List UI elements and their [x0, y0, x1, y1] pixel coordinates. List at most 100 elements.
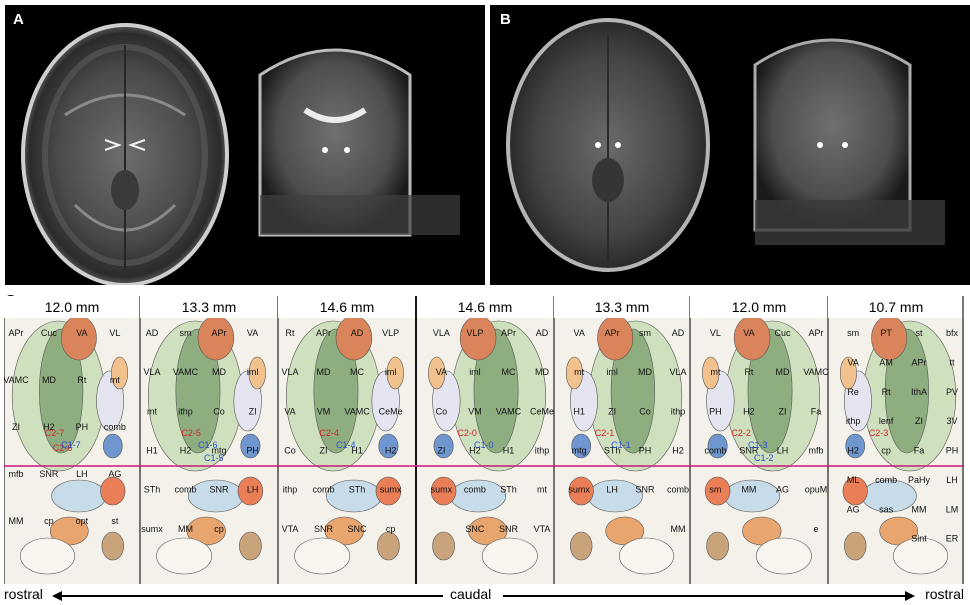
panel-label-b: B [500, 11, 511, 28]
region-cp [156, 537, 213, 575]
atlas-section-3: 14.6 mm Rt APr AD VLP VLA MD MC iml VA VM VAMC CeMe C… [277, 296, 416, 584]
region-label: Rt [286, 328, 295, 338]
contact-label-red: C2-4 [319, 428, 339, 438]
region-label: comb [667, 485, 689, 495]
region-label: VAMC [4, 375, 29, 385]
atlas-section-2: 13.3 mm AD sm APr VA VLA VAMC MD iml mt ithp Co ZI H1… [139, 296, 278, 584]
region-label: H2 [672, 446, 684, 456]
section-depth-label: 13.3 mm [595, 299, 649, 315]
contact-label-blue: C1-1 [611, 440, 631, 450]
region-label: Co [436, 406, 448, 416]
region-label: 3V [946, 416, 957, 426]
region-label: comb [175, 485, 197, 495]
region-label: VLA [433, 328, 450, 338]
region-label: st [916, 328, 924, 338]
region-label: sas [879, 504, 894, 514]
region-mm [570, 531, 593, 561]
contact-label-blue: C1-7 [61, 440, 81, 450]
region-label: Co [284, 446, 296, 456]
region-label: SNR [39, 469, 59, 479]
region-co [102, 433, 123, 459]
atlas-section-4: 14.6 mm AD APr VLP VLA MD MC iml VA CeMe VAMC VM Co i… [415, 296, 554, 584]
region-apr [459, 315, 497, 361]
region-label: MC [350, 367, 364, 377]
region-label: VAMC [496, 406, 522, 416]
region-label: H2 [385, 446, 397, 456]
region-ph [704, 476, 731, 506]
region-ph [842, 476, 868, 506]
region-label: ZI [320, 446, 328, 456]
region-label: APr [808, 328, 823, 338]
contact-label-red: C2-2 [731, 428, 751, 438]
region-cp [294, 537, 351, 575]
region-ph [430, 476, 457, 506]
region-cuc [386, 356, 404, 390]
region-label: Cuc [41, 328, 58, 338]
region-label: mt [537, 485, 547, 495]
region-label: AD [146, 328, 159, 338]
region-label: PH [709, 406, 722, 416]
region-label: LH [247, 485, 259, 495]
contact-label-blue: C1-4 [336, 440, 356, 450]
region-label: ZI [12, 422, 20, 432]
region-label: IthA [911, 387, 927, 397]
region-label: VL [710, 328, 721, 338]
region-label: comb [104, 422, 126, 432]
region-cp [618, 537, 674, 575]
region-label: H2 [180, 446, 192, 456]
region-label: MD [775, 367, 789, 377]
region-label: VA [574, 328, 585, 338]
region-label: H2 [43, 422, 55, 432]
region-label: AD [536, 328, 549, 338]
region-label: iml [469, 367, 481, 377]
atlas-section-6: 12.0 mm APr Cuc VA VL VAMC MD Rt mt Fa ZI H2 PH mfb LH… [689, 296, 829, 584]
contact-label-red: C2-1 [595, 428, 615, 438]
region-label: mfb [8, 469, 23, 479]
region-mm [844, 531, 867, 561]
region-label: sumx [380, 485, 402, 495]
region-label: cp [386, 524, 396, 534]
region-va-inner [175, 328, 221, 454]
axis-label-caudal: caudal [450, 586, 492, 602]
region-label: PV [946, 387, 958, 397]
region-label: mt [574, 367, 584, 377]
region-label: Cuc [774, 328, 791, 338]
region-label: LH [76, 469, 88, 479]
region-apr [335, 315, 373, 361]
arrowhead-right-icon [905, 591, 915, 601]
region-label: ithp [846, 416, 861, 426]
region-label: ithp [671, 406, 686, 416]
region-label: mfb [808, 446, 823, 456]
region-label: H2 [743, 406, 755, 416]
section-depth-label: 13.3 mm [182, 299, 236, 315]
region-ph [237, 476, 264, 506]
region-label: ithp [283, 485, 298, 495]
contact-label-red: C2-3 [869, 428, 889, 438]
contact-label-blue: C1-5 [204, 453, 224, 463]
region-label: opuM [805, 485, 828, 495]
region-label: VLA [669, 367, 686, 377]
region-label: comb [875, 475, 897, 485]
atlas-section-1: 12.0 mm APr Cuc VA VL VAMC MD Rt mt ZI H2 PH comb mfb… [4, 296, 140, 584]
region-label: SNC [348, 524, 368, 534]
region-label: e [813, 524, 818, 534]
region-label: APr [605, 328, 620, 338]
region-label: MD [535, 367, 549, 377]
region-label: VLP [466, 328, 483, 338]
region-label: APr [8, 328, 23, 338]
region-label: PH [946, 446, 959, 456]
region-label: STh [500, 485, 517, 495]
region-label: ER [946, 534, 959, 544]
region-label: STh [144, 485, 161, 495]
region-label: iml [606, 367, 618, 377]
region-apr [197, 315, 235, 361]
region-label: VM [317, 406, 331, 416]
region-label: sm [847, 328, 859, 338]
region-label: lenf [879, 416, 894, 426]
region-label: sumx [568, 485, 590, 495]
contact-label-red: C2-6 [53, 443, 73, 453]
region-label: ZI [437, 446, 445, 456]
depth-label-box [4, 296, 140, 318]
region-label: VA [284, 406, 295, 416]
contact-label-blue: C1-3 [748, 440, 768, 450]
